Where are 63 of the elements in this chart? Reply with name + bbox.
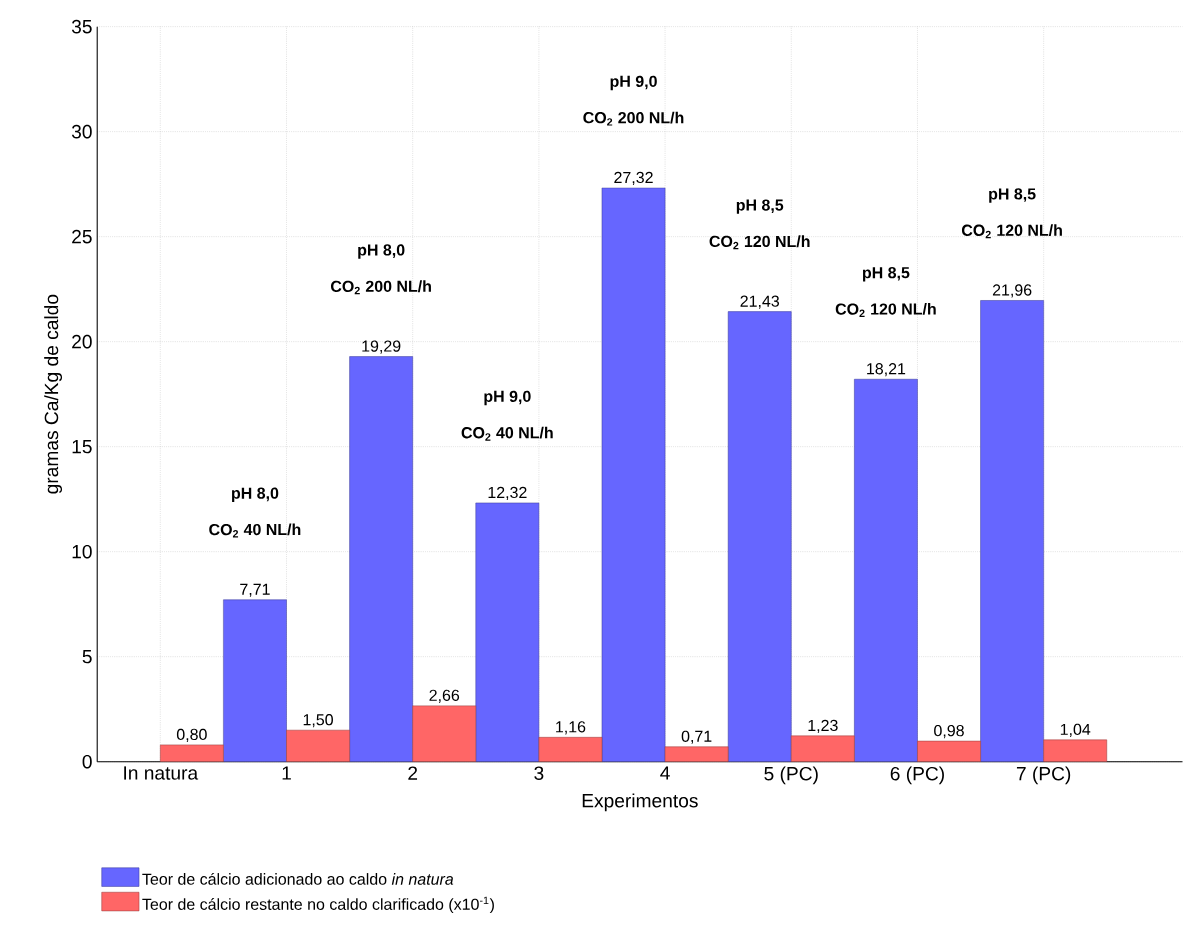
data-label: 21,43 (740, 295, 780, 309)
annotation: pH 9,0 (610, 75, 657, 91)
annotation: pH 8,5 (736, 199, 784, 214)
bar (727, 311, 792, 762)
x-tick-label: 1 (282, 766, 291, 780)
bar (601, 187, 666, 762)
y-tick-label: 15 (72, 439, 92, 454)
bar (349, 356, 413, 762)
data-label: 1,23 (808, 719, 838, 733)
legend-label: Teor de cálcio adicionado ao caldo in natura (142, 872, 454, 885)
bar (412, 705, 477, 762)
annotation: pH 9,0 (484, 390, 531, 406)
bar (223, 599, 287, 762)
y-tick-label: 30 (71, 124, 92, 139)
y-tick-label: 20 (72, 334, 92, 349)
x-tick-label: 2 (408, 766, 418, 780)
bar (980, 300, 1044, 762)
bar (286, 729, 350, 762)
x-tick-label: 4 (660, 766, 670, 780)
data-label: 1,50 (303, 714, 333, 728)
annotation: pH 8,5 (862, 266, 910, 282)
data-label: 19,29 (362, 340, 401, 354)
annotation: CO$_{2}$ 120 NL/h (835, 302, 936, 317)
bar (854, 378, 918, 762)
data-label: 1,04 (1060, 723, 1091, 737)
x-tick-label: 5 (PC) (764, 766, 818, 785)
annotation: CO$_{2}$ 40 NL/h (209, 523, 301, 538)
bar (1043, 739, 1108, 762)
x-tick-label: 7 (PC) (1016, 766, 1071, 785)
bar (664, 746, 729, 762)
bar (475, 502, 540, 762)
annotation: CO$_{2}$ 120 NL/h (961, 224, 1062, 239)
bar (791, 735, 855, 762)
y-axis-title: gramas Ca/Kg de caldo (44, 294, 63, 494)
y-tick-label: 5 (82, 649, 92, 664)
data-label: 18,21 (867, 363, 906, 377)
legend-label: Teor de cálcio restante no caldo clarificado (x10$^{-1}$) (142, 896, 494, 914)
annotation: pH 8,0 (358, 244, 405, 259)
annotation: CO$_{2}$ 200 NL/h (330, 280, 431, 295)
data-label: 7,71 (240, 583, 270, 597)
y-tick-label: 10 (72, 544, 92, 559)
bar (538, 737, 603, 762)
annotation: CO$_{2}$ 200 NL/h (583, 111, 684, 126)
x-axis-title: Experimentos (582, 793, 698, 812)
data-label: 1,16 (556, 721, 586, 735)
y-tick-label: 35 (71, 19, 92, 34)
data-label: 0,98 (934, 724, 964, 739)
data-label: 0,71 (681, 730, 712, 744)
annotation: pH 8,0 (232, 487, 279, 502)
data-label: 0,80 (176, 728, 207, 742)
x-tick-label: In natura (124, 766, 199, 780)
annotation: pH 8,5 (989, 188, 1036, 203)
data-label: 12,32 (488, 486, 527, 500)
data-label: 21,96 (992, 284, 1032, 298)
bar (917, 740, 981, 762)
y-tick-label: 0 (82, 754, 92, 769)
x-tick-label: 3 (534, 766, 544, 780)
data-label: 2,66 (429, 689, 460, 703)
annotation: CO$_{2}$ 120 NL/h (709, 235, 810, 250)
annotation: CO$_{2}$ 40 NL/h (461, 426, 553, 441)
y-tick-label: 25 (72, 229, 92, 244)
x-tick-label: 6 (PC) (890, 766, 944, 785)
data-label: 27,32 (614, 171, 653, 185)
